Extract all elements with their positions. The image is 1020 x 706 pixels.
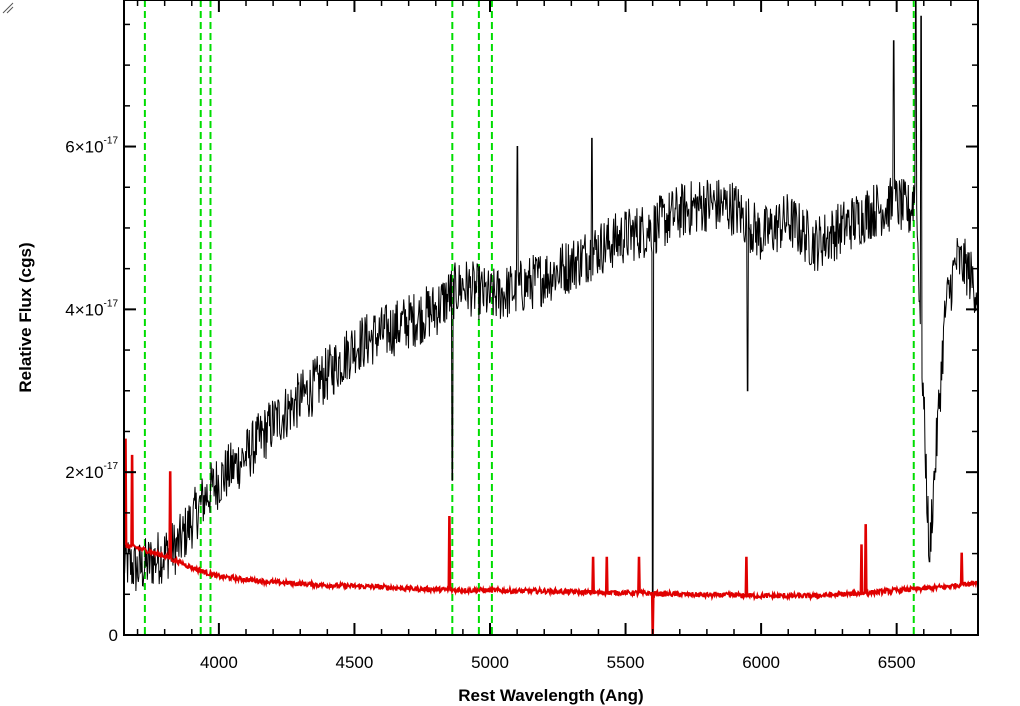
axis-ticks: 4000 4500 5000 5500 6000 6500 0 2×10-17 4×10-17 6… [65,0,979,672]
y-tick-label: 6×10-17 [65,136,118,157]
x-tick-label: 6500 [878,653,916,672]
emission-line-markers [143,0,915,635]
x-tick-label: 5000 [471,653,509,672]
plot-axes [123,0,979,636]
observed-spectrum-line [123,0,978,636]
spectrum-series [123,0,979,636]
y-tick-label: 4×10-17 [65,298,118,319]
x-tick-label: 6000 [742,653,780,672]
y-tick-label: 2×10-17 [65,461,118,482]
x-tick-label: 4500 [336,653,374,672]
y-tick-label: 0 [109,626,118,645]
x-axis-title: Rest Wavelength (Ang) [458,686,643,705]
plot-frame [123,0,979,636]
x-tick-label: 4000 [200,653,238,672]
x-tick-label: 5500 [607,653,645,672]
resize-grip-icon[interactable] [0,0,14,14]
model-spectrum-line [123,438,979,636]
y-axis-title: Relative Flux (cgs) [16,242,35,392]
